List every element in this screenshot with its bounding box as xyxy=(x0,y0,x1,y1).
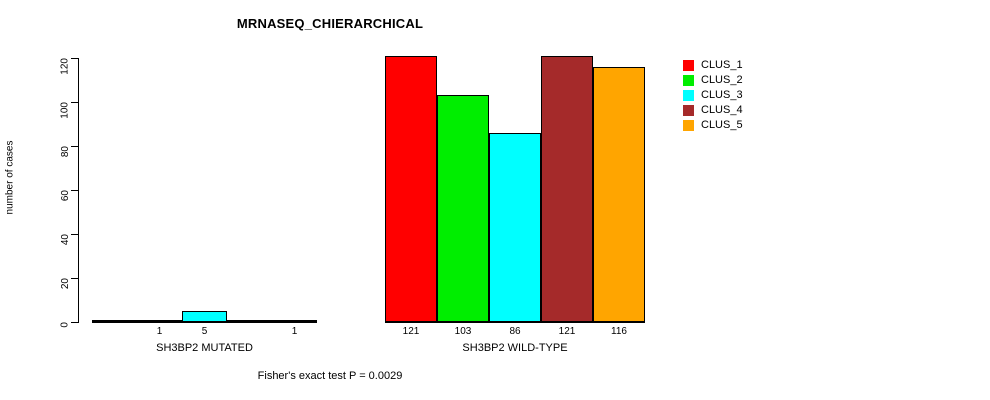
bar-rect-clus_1[interactable] xyxy=(385,55,437,322)
bar-rect-clus_5[interactable] xyxy=(593,66,645,322)
x-axis-baseline xyxy=(385,322,645,323)
y-axis-tick-label: 40 xyxy=(60,234,71,246)
bar-value-label: 116 xyxy=(611,326,627,337)
legend-item-label: CLUS_3 xyxy=(701,89,743,101)
bar[interactable] xyxy=(489,132,541,322)
y-axis-tick-label: 0 xyxy=(60,322,71,328)
bar-value-label: 121 xyxy=(558,326,576,337)
y-axis-tick-label-wrap: 100 xyxy=(46,97,71,119)
y-axis-tick xyxy=(71,102,78,103)
legend-item[interactable]: CLUS_2 xyxy=(683,73,743,88)
legend-item-label: CLUS_2 xyxy=(701,74,743,86)
y-axis-tick-label: 100 xyxy=(60,102,71,119)
bar-rect-clus_4[interactable] xyxy=(541,55,593,322)
group-axis-label: SH3BP2 WILD-TYPE xyxy=(462,342,568,354)
y-axis-tick-label-wrap: 20 xyxy=(46,273,71,289)
legend-swatch-icon xyxy=(683,60,694,71)
chart-legend: CLUS_1 CLUS_2 CLUS_3 CLUS_4 CLUS_5 xyxy=(683,58,743,133)
y-axis-tick xyxy=(71,58,78,59)
y-axis-tick xyxy=(71,322,78,323)
y-axis-tick xyxy=(71,146,78,147)
y-axis-tick-label: 80 xyxy=(60,146,71,158)
y-axis-tick-label-wrap: 40 xyxy=(46,229,71,245)
legend-item[interactable]: CLUS_4 xyxy=(683,103,743,118)
bar-value-label: 1 xyxy=(156,326,163,337)
legend-swatch-icon xyxy=(683,75,694,86)
y-axis-tick xyxy=(71,190,78,191)
bar-value-label: 103 xyxy=(454,326,472,337)
bar-rect-clus_2[interactable] xyxy=(137,319,182,322)
legend-swatch-icon xyxy=(683,105,694,116)
y-axis-tick-label: 20 xyxy=(60,278,71,290)
bar[interactable] xyxy=(92,320,137,322)
legend-item[interactable]: CLUS_1 xyxy=(683,58,743,73)
bar[interactable] xyxy=(227,320,272,322)
bar[interactable] xyxy=(137,319,182,322)
bar-rect-clus_1[interactable] xyxy=(92,320,137,322)
chart-title: MRNASEQ_CHIERARCHICAL xyxy=(236,16,424,31)
y-axis-line xyxy=(78,58,79,323)
group-axis-label: SH3BP2 MUTATED xyxy=(156,342,253,354)
legend-item-label: CLUS_5 xyxy=(701,119,743,131)
bar[interactable] xyxy=(182,311,227,322)
y-axis-tick-label: 60 xyxy=(60,190,71,202)
bar[interactable] xyxy=(593,66,645,322)
legend-swatch-icon xyxy=(683,120,694,131)
y-axis-tick-label-wrap: 0 xyxy=(46,317,71,328)
y-axis-tick-label: 120 xyxy=(60,58,71,75)
y-axis-tick xyxy=(71,278,78,279)
bar[interactable] xyxy=(272,319,317,322)
legend-item[interactable]: CLUS_3 xyxy=(683,88,743,103)
bar-value-label: 1 xyxy=(291,326,298,337)
y-axis-tick-label-wrap: 120 xyxy=(46,53,71,75)
legend-item-label: CLUS_1 xyxy=(701,59,743,71)
bar-rect-clus_3[interactable] xyxy=(182,311,227,322)
x-axis-baseline xyxy=(92,322,317,323)
bar-rect-clus_4[interactable] xyxy=(227,320,272,322)
y-axis-tick xyxy=(71,234,78,235)
bar-value-label: 5 xyxy=(201,326,208,337)
fisher-test-annotation: Fisher's exact test P = 0.0029 xyxy=(257,370,403,382)
bar[interactable] xyxy=(385,55,437,322)
legend-item-label: CLUS_4 xyxy=(701,104,743,116)
y-axis-tick-label-wrap: 80 xyxy=(46,141,71,157)
bar-value-label: 121 xyxy=(402,326,420,337)
y-axis-title: number of cases xyxy=(4,140,16,215)
legend-swatch-icon xyxy=(683,90,694,101)
bar[interactable] xyxy=(437,95,489,322)
bar-value-label: 86 xyxy=(509,326,521,337)
y-axis-tick-label-wrap: 60 xyxy=(46,185,71,201)
bar-rect-clus_5[interactable] xyxy=(272,319,317,322)
bar-rect-clus_3[interactable] xyxy=(489,132,541,322)
bar-rect-clus_2[interactable] xyxy=(437,95,489,322)
chart-plot-area: MRNASEQ_CHIERARCHICAL number of cases 0 2… xyxy=(4,16,645,382)
legend-item[interactable]: CLUS_5 xyxy=(683,118,743,133)
bar[interactable] xyxy=(541,55,593,322)
